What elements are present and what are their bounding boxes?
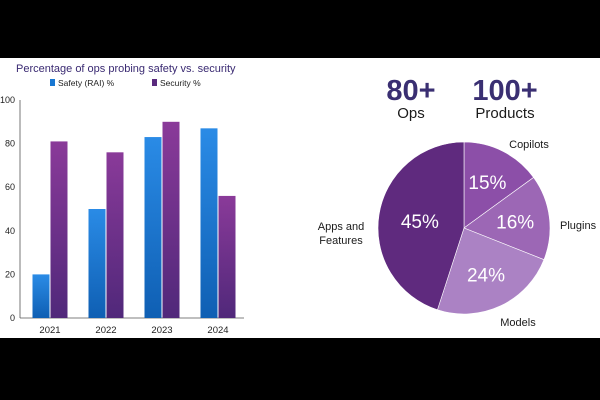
stats: 80+ Ops 100+ Products [386,75,537,122]
y-tick-label: 0 [10,313,15,323]
pie-slice-models [437,227,545,315]
y-tick-label: 100 [0,95,15,105]
y-tick-label: 60 [5,182,15,192]
pie-label-copilots: Copilots [509,139,549,151]
pie-value-label: 16% [496,213,534,234]
bar-safety-2021 [32,274,50,318]
bar-legend: Safety (RAI) % Security % [50,78,201,88]
y-tick-label: 20 [5,269,15,279]
infographic-svg: Percentage of ops probing safety vs. sec… [0,63,597,336]
pie-label-apps-line2: Features [319,235,363,247]
pie-label-apps-line1: Apps and [318,221,364,233]
bar-safety-2023 [144,137,162,318]
bar-safety-2024 [200,128,218,318]
pie-label-models: Models [500,317,536,329]
bars-group [32,121,236,318]
legend-label-security: Security % [160,78,201,88]
legend-swatch-safety [50,79,55,86]
pie-value-label: 45% [401,212,439,233]
x-tick-label: 2024 [207,325,228,336]
x-axis-ticks: 2021 2022 2023 2024 [39,325,228,336]
x-tick-label: 2022 [95,325,116,336]
bar-chart-title: Percentage of ops probing safety vs. sec… [16,63,236,75]
legend-label-safety: Safety (RAI) % [58,78,115,88]
stat-ops-label: Ops [397,105,425,122]
pie-chart: 15% 16% 24% 45% [377,141,551,315]
y-tick-label: 80 [5,139,15,149]
pie-value-label: 24% [467,266,505,287]
bar-security-2021 [50,141,68,318]
stat-ops-value: 80+ [386,75,435,107]
bar-security-2024 [218,195,236,318]
pie-slice-copilots [463,141,534,229]
y-tick-label: 40 [5,226,15,236]
legend-swatch-security [152,79,157,86]
pie-slice-apps-and-features [377,141,465,311]
stat-products-label: Products [475,105,534,122]
y-axis-ticks: 0 20 40 60 80 100 [0,95,15,323]
x-tick-label: 2023 [151,325,172,336]
pie-label-plugins: Plugins [560,220,597,232]
infographic-panel: Percentage of ops probing safety vs. sec… [0,58,600,338]
x-tick-label: 2021 [39,325,60,336]
stat-products-value: 100+ [472,75,537,107]
bar-security-2022 [106,152,124,318]
bar-security-2023 [162,121,180,318]
pie-slice-plugins [463,177,551,261]
pie-value-label: 15% [468,173,506,194]
bar-safety-2022 [88,209,106,318]
